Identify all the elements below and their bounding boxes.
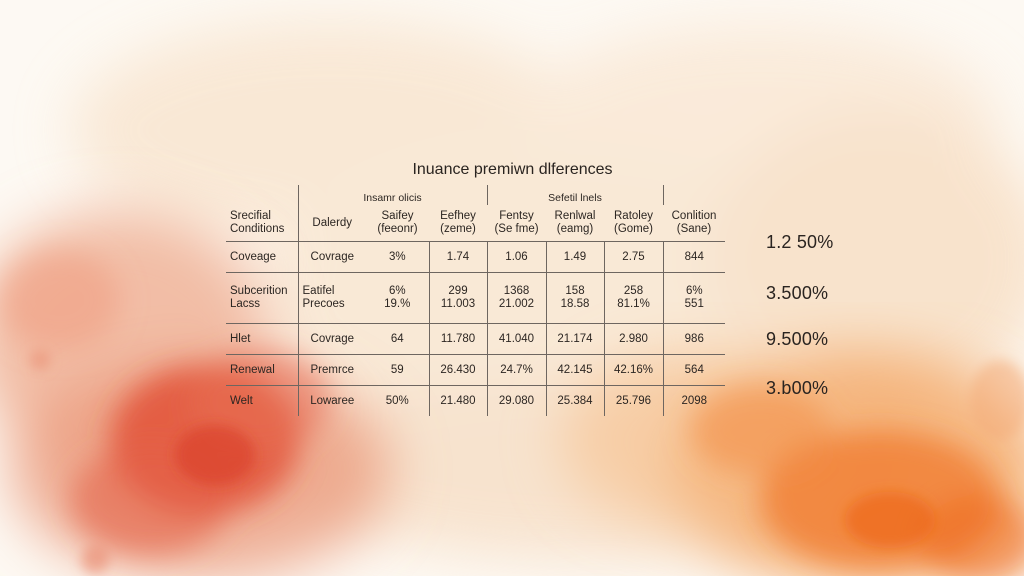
table-cell: 6% 551 [662,272,725,324]
row-label: Welt [226,385,298,416]
header-col-1: Saifey (feeonr) [377,210,418,235]
table-cell: 26.430 [428,354,487,386]
table-cell: 24.7% [486,354,546,386]
row-label: Coveage [226,241,298,273]
table-cell: 3% [366,241,429,273]
table-cell: 844 [662,241,725,273]
table-cell: 21.480 [428,385,487,416]
table-row: Hlet Covrage 64 11.780 41.040 21.174 2.9… [226,323,725,355]
table-cell: 41.040 [486,323,546,355]
row-type: Premrce [297,354,366,386]
table-cell: 50% [366,385,429,416]
header-conditions: Srecifial Conditions [230,210,285,235]
header-col-4: Renlwal (eamg) [554,210,596,235]
header-col-5: Ratoley (Gome) [614,210,653,235]
table-cell: 29.080 [486,385,546,416]
table-cell: 2.980 [603,323,663,355]
table-cell: 158 18.58 [545,272,604,324]
row-label: Hlet [226,323,298,355]
table-cell: 986 [662,323,725,355]
column-header-row: Srecifial Conditions Dalerdy Saifey (feeon… [226,205,725,242]
table-cell: 25.384 [545,385,604,416]
table-cell: 42.16% [603,354,663,386]
table-cell: 11.780 [428,323,487,355]
table-cell: 21.174 [545,323,604,355]
row-label: Renewal [226,354,298,386]
row-type: Lowaree [297,385,366,416]
row-type: Eatifel Precoes [297,272,366,324]
table-cell: 1.06 [486,241,546,273]
row-label: Subcerition Lacss [226,272,298,324]
table-cell: 2098 [662,385,725,416]
group-label-1: Insamr olicis [297,185,487,205]
row-type: Covrage [297,323,366,355]
header-col-2: Eefhey (zeme) [440,210,476,235]
table-row: Welt Lowaree 50% 21.480 29.080 25.384 25… [226,385,725,416]
header-col-3: Fentsy (Se fme) [494,210,539,235]
table-cell: 6% 19.% [366,272,429,324]
table-cell: 564 [662,354,725,386]
table-cell: 299 11.003 [428,272,487,324]
group-header-row: Insamr olicis Sefetil lnels [226,185,725,205]
table-cell: 2.75 [603,241,663,273]
side-percentage: 9.500% [766,329,829,349]
premium-table: Insamr olicis Sefetil lnels Srecifial Con… [226,185,725,416]
table-cell: 1.49 [545,241,604,273]
table-cell: 1368 21.002 [486,272,546,324]
table-cell: 25.796 [603,385,663,416]
side-percentage: 3.500% [766,283,829,303]
side-percentage: 1.2 50% [766,232,834,252]
table-cell: 64 [366,323,429,355]
table-cell: 1.74 [428,241,487,273]
row-type: Covrage [297,241,366,273]
group-label-2: Sefetil lnels [486,185,663,205]
table-row: Coveage Covrage 3% 1.74 1.06 1.49 2.75 8… [226,241,725,273]
table-cell: 258 81.1% [603,272,663,324]
table-title: Inuance premiwn dlferences [412,161,613,178]
header-category: Dalerdy [297,205,366,242]
table-cell: 59 [366,354,429,386]
table-cell: 42.145 [545,354,604,386]
side-percentage: 3.b00% [766,378,829,398]
table-row: Subcerition Lacss Eatifel Precoes 6% 19.% 2… [226,272,725,324]
header-col-6: Conlition (Sane) [671,210,717,235]
table-row: Renewal Premrce 59 26.430 24.7% 42.145 4… [226,354,725,386]
